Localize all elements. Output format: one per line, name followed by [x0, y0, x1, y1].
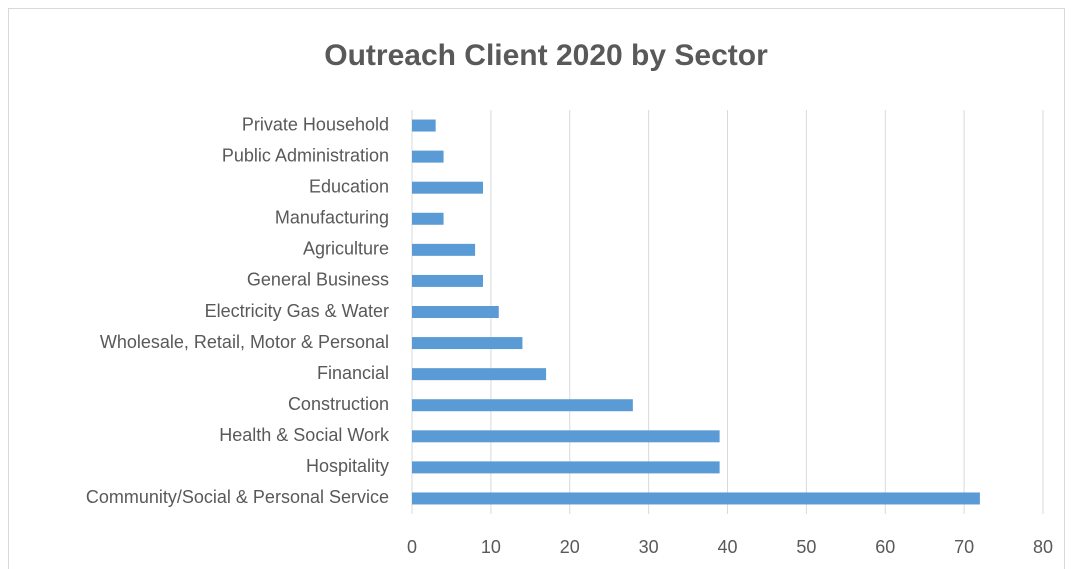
x-tick-label: 10 — [481, 537, 501, 557]
bar — [412, 430, 720, 443]
bar — [412, 461, 720, 474]
y-tick-label: Public Administration — [222, 145, 389, 165]
bar — [412, 368, 547, 381]
bar — [412, 337, 523, 350]
chart-title: Outreach Client 2020 by Sector — [324, 39, 768, 72]
x-tick-label: 70 — [954, 537, 974, 557]
y-tick-label: Wholesale, Retail, Motor & Personal — [100, 332, 389, 352]
x-tick-label: 60 — [875, 537, 895, 557]
y-tick-label: Electricity Gas & Water — [205, 301, 389, 321]
y-tick-label: Community/Social & Personal Service — [86, 487, 389, 507]
bar — [412, 181, 483, 194]
y-tick-label: General Business — [247, 270, 389, 290]
bar — [412, 274, 483, 287]
bar — [412, 306, 499, 318]
y-tick-label: Financial — [317, 363, 389, 383]
y-tick-label: Construction — [288, 394, 389, 414]
y-tick-label: Health & Social Work — [219, 425, 390, 445]
bar — [412, 119, 436, 132]
y-tick-label: Hospitality — [306, 456, 389, 476]
x-tick-label: 0 — [407, 537, 417, 557]
x-tick-label: 40 — [717, 537, 737, 557]
bar — [412, 492, 980, 505]
bar — [412, 243, 476, 256]
y-tick-label: Agriculture — [303, 239, 389, 259]
x-tick-label: 20 — [560, 537, 580, 557]
y-tick-label: Manufacturing — [275, 208, 389, 228]
y-tick-label: Private Household — [242, 114, 389, 134]
chart-frame — [8, 8, 1065, 569]
bar — [412, 150, 444, 163]
x-tick-label: 80 — [1033, 537, 1053, 557]
y-tick-label: Education — [309, 176, 389, 196]
x-tick-label: 50 — [796, 537, 816, 557]
x-tick-label: 30 — [639, 537, 659, 557]
bar — [412, 399, 633, 412]
bar — [412, 212, 444, 225]
